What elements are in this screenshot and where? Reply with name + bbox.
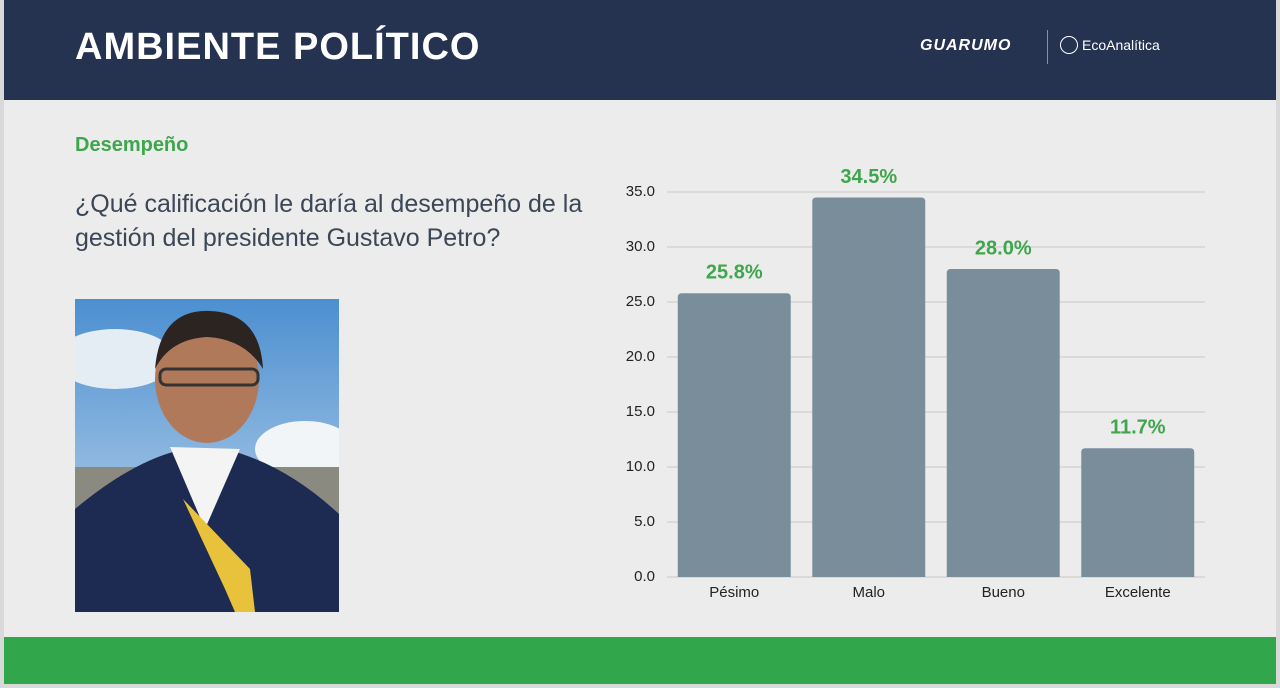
y-tick-label: 5.0	[634, 513, 655, 530]
value-label: 34.5%	[840, 166, 897, 188]
y-tick-label: 35.0	[626, 183, 655, 200]
header: AMBIENTE POLÍTICO GUARUMO EcoAnalítica	[4, 0, 1276, 100]
value-label: 11.7%	[1110, 417, 1166, 439]
divider	[1047, 30, 1048, 64]
y-tick-label: 10.0	[626, 458, 655, 475]
value-label: 25.8%	[706, 261, 763, 283]
logo: EcoAnalítica	[1082, 37, 1160, 53]
question: ¿Qué calificación le daría al desempeño …	[75, 190, 583, 252]
y-tick-label: 30.0	[626, 238, 655, 255]
header-title: AMBIENTE POLÍTICO	[75, 26, 481, 68]
x-tick-label: Excelente	[1105, 584, 1171, 601]
x-tick-label: Malo	[852, 584, 885, 601]
slide: AMBIENTE POLÍTICO GUARUMO EcoAnalítica D…	[4, 0, 1276, 684]
bar	[1081, 448, 1195, 577]
y-tick-label: 20.0	[626, 348, 655, 365]
bar	[677, 293, 791, 577]
value-label: 28.0%	[975, 237, 1032, 259]
photo	[75, 299, 339, 612]
logo-icon	[1060, 36, 1078, 54]
footer-bar	[4, 637, 1276, 684]
x-tick-label: Pésimo	[709, 584, 759, 601]
y-tick-label: 0.0	[634, 568, 655, 585]
bar	[946, 269, 1060, 577]
y-tick-label: 25.0	[626, 293, 655, 310]
y-tick-label: 15.0	[626, 403, 655, 420]
logo: GUARUMO	[920, 37, 1012, 54]
section-label: Desempeño	[75, 134, 189, 156]
x-tick-label: Bueno	[982, 584, 1025, 601]
bar	[812, 197, 926, 577]
